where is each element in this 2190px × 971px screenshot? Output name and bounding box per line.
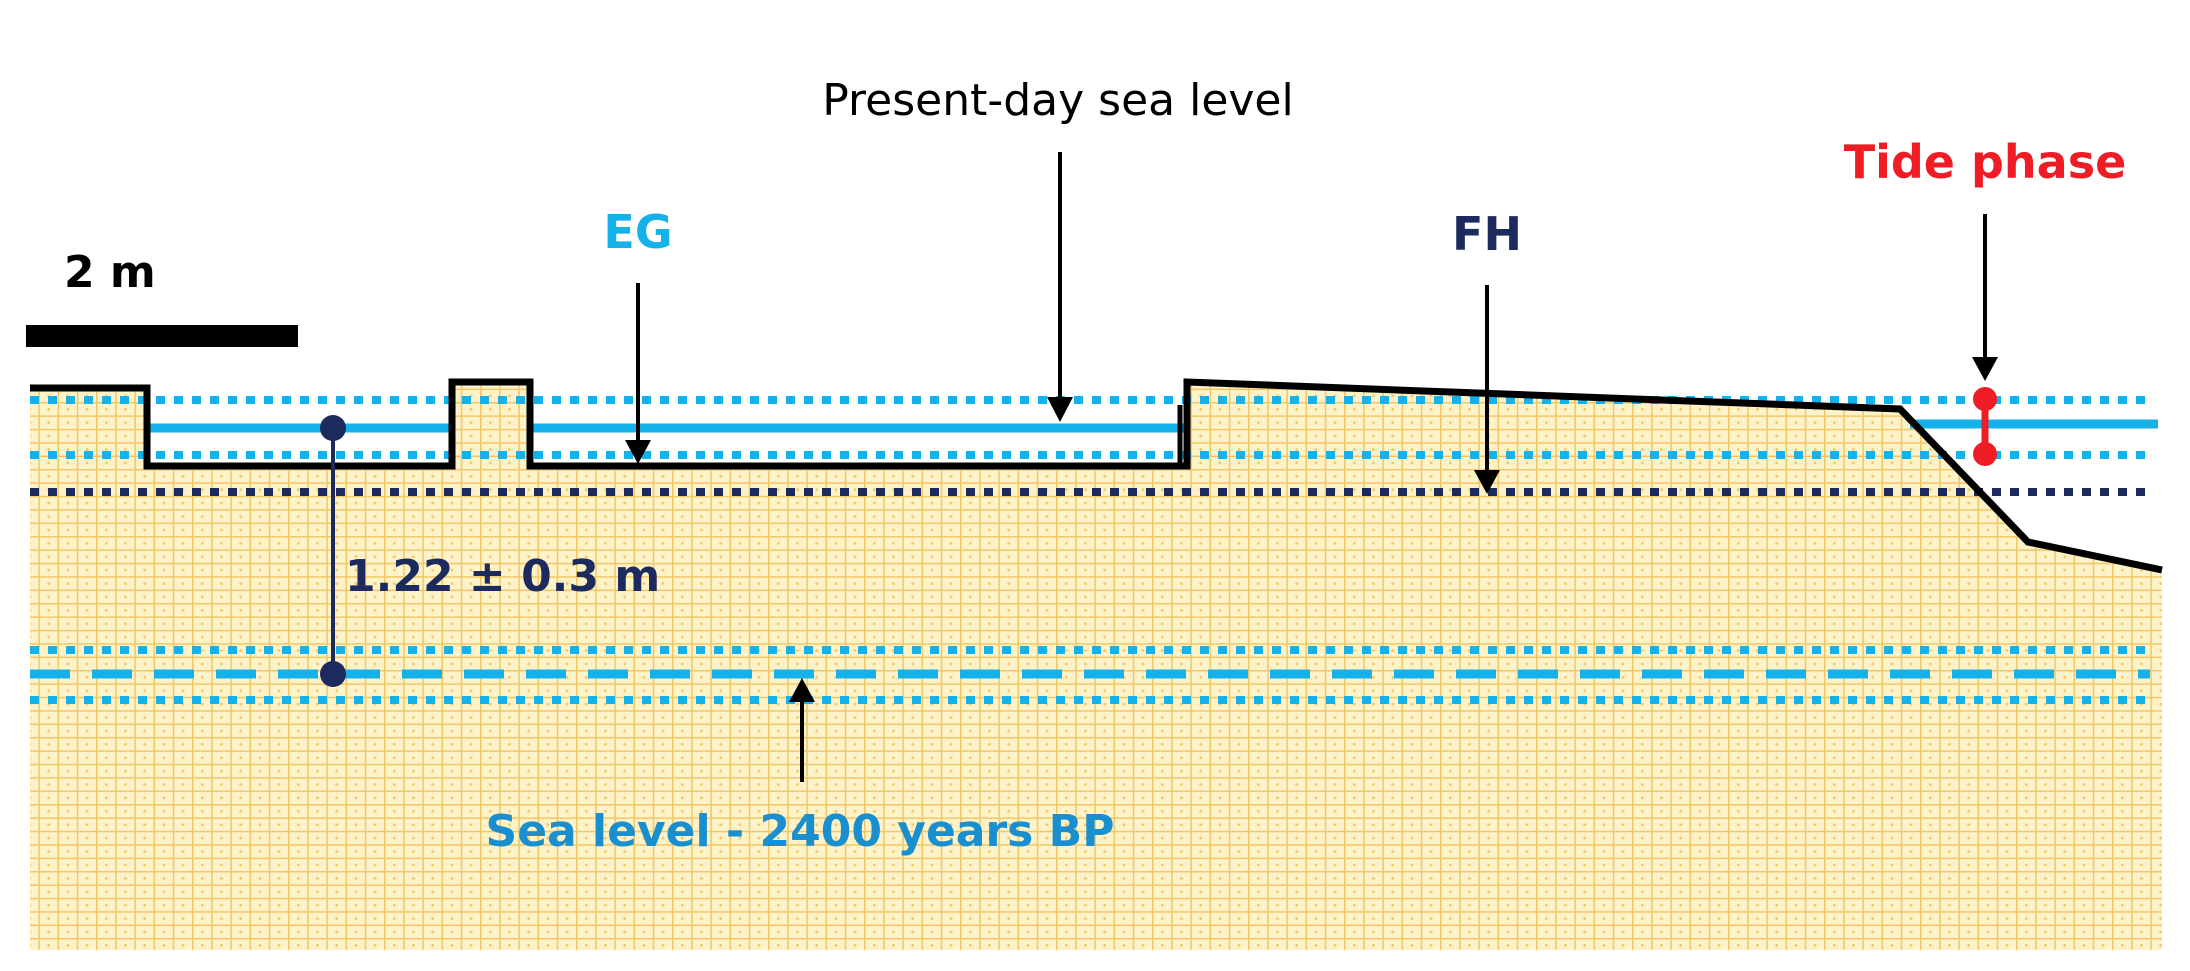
tide-phase-label: Tide phase: [1844, 135, 2127, 189]
tide-range-marker: [1973, 387, 1997, 466]
scale-bar: [26, 325, 298, 347]
offset-measurement: [320, 415, 346, 687]
ancient-sea-level-label: Sea level - 2400 years BP: [486, 806, 1115, 857]
eg-arrow: [625, 283, 651, 464]
ground-fill: [30, 382, 2162, 950]
present-day-sea-level-label: Present-day sea level: [822, 75, 1293, 126]
eg-label: EG: [603, 205, 672, 259]
ancient-sea-level-arrow: [789, 678, 815, 782]
ground: [30, 382, 2162, 950]
scale-bar-label: 2 m: [64, 247, 156, 298]
present-day-sea-level-arrow: [1047, 152, 1073, 422]
fh-label: FH: [1452, 207, 1522, 261]
tide-phase-arrow: [1972, 214, 1998, 381]
fh-arrow: [1474, 285, 1500, 494]
ancient-sea-level-lines: [30, 646, 2150, 704]
offset-label: 1.22 ± 0.3 m: [345, 551, 660, 602]
ground-outline: [30, 378, 2163, 574]
